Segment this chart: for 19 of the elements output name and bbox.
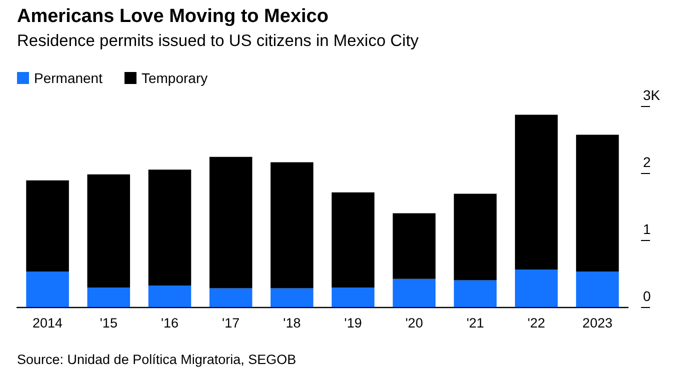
y-tick-label: 3K	[643, 87, 661, 103]
x-tick-label: '15	[100, 316, 118, 330]
x-tick-label: '21	[466, 316, 484, 330]
chart-subtitle: Residence permits issued to US citizens in Mexico City	[17, 32, 419, 51]
y-tick-label: 2	[643, 154, 651, 170]
x-tick-label: 2023	[582, 316, 612, 330]
y-tick-label: 0	[643, 288, 651, 304]
x-tick-label: '20	[405, 316, 423, 330]
legend-label: Permanent	[34, 70, 103, 86]
x-tick-label: '18	[283, 316, 301, 330]
y-tick-label: 1	[643, 221, 651, 237]
source-note: Source: Unidad de Política Migratoria, SEGOB	[17, 352, 296, 367]
x-tick-label: 2014	[32, 316, 64, 330]
chart-title: Americans Love Moving to Mexico	[17, 6, 328, 28]
x-tick-label: '17	[222, 316, 240, 330]
x-tick-label: '16	[160, 316, 179, 330]
legend-label: Temporary	[141, 70, 208, 86]
x-tick-label: '22	[528, 316, 546, 330]
x-tick-label: '19	[344, 316, 362, 330]
